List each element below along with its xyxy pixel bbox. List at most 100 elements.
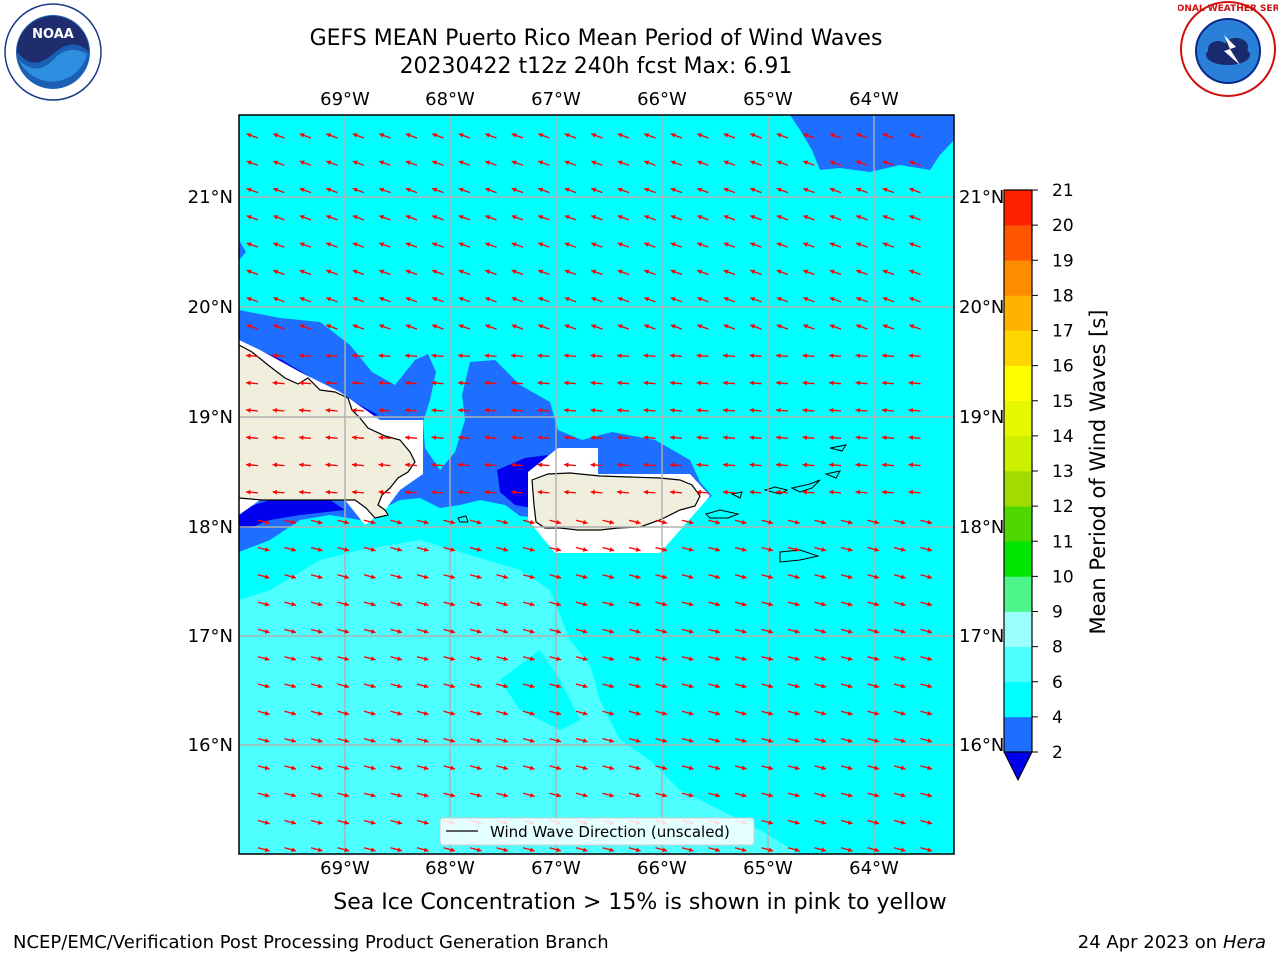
wave-arrow (881, 353, 895, 359)
wave-arrow (787, 574, 800, 580)
colorbar-segment (1004, 435, 1032, 472)
wave-arrow (326, 296, 338, 303)
wave-arrow (617, 269, 630, 276)
wave-arrow (669, 407, 683, 413)
wave-arrow (416, 847, 429, 853)
wave-arrow (829, 269, 842, 276)
wave-arrow (469, 683, 482, 689)
wave-arrow (828, 489, 842, 495)
wave-arrow (828, 407, 842, 413)
wave-arrow (787, 601, 800, 607)
colorbar-tick-label: 4 (1052, 708, 1063, 728)
wave-arrow (644, 269, 656, 276)
wave-arrow (591, 324, 603, 330)
wave-arrow (617, 187, 630, 194)
wave-arrow (723, 324, 736, 330)
wave-arrow (908, 462, 921, 468)
wave-arrow (511, 269, 524, 276)
wave-arrow (591, 133, 603, 139)
wave-arrow (416, 765, 429, 771)
footer-branch: NCEP/EMC/Verification Post Processing Pr… (13, 932, 609, 953)
lon-label-top: 69°W (320, 89, 370, 110)
colorbar-segment (1004, 400, 1032, 437)
wave-arrow (670, 215, 683, 221)
wave-arrow (893, 628, 906, 634)
wave-arrow (537, 380, 550, 386)
wave-arrow (920, 765, 933, 771)
wave-arrow (893, 737, 906, 743)
wave-arrow (273, 269, 285, 276)
wave-arrow (443, 847, 456, 853)
wave-arrow (485, 187, 497, 194)
wave-arrow (708, 683, 721, 689)
wave-arrow (246, 215, 259, 221)
wave-arrow (257, 819, 270, 825)
wave-arrow (761, 737, 774, 743)
wave-arrow (856, 296, 868, 303)
wave-arrow (484, 462, 497, 468)
wave-arrow (681, 628, 694, 634)
wave-arrow (246, 296, 259, 303)
colorbar-tick-label: 13 (1052, 462, 1074, 482)
colorbar-tick-label: 15 (1052, 392, 1074, 412)
wave-arrow (681, 574, 694, 580)
wave-arrow (432, 187, 444, 194)
wave-arrow (617, 160, 630, 166)
wave-arrow (563, 489, 577, 495)
wave-arrow (432, 160, 444, 166)
wave-arrow (628, 765, 641, 771)
wave-arrow (363, 546, 376, 552)
wave-arrow (750, 133, 762, 139)
wave-arrow (485, 133, 497, 139)
wave-arrow (257, 683, 270, 689)
wave-arrow (856, 324, 868, 330)
wave-arrow (787, 765, 800, 771)
wave-arrow (723, 133, 736, 139)
wave-arrow (272, 407, 285, 413)
wave-arrow (390, 847, 403, 853)
wave-arrow (405, 242, 418, 248)
wave-arrow (404, 407, 418, 413)
wave-arrow (549, 765, 562, 771)
wave-arrow (814, 819, 827, 825)
wave-arrow (776, 324, 789, 330)
lat-label-right: 19°N (959, 407, 1004, 428)
wave-arrow (416, 819, 429, 825)
wave-arrow (496, 683, 509, 689)
wave-arrow (390, 546, 403, 552)
wave-arrow (245, 435, 259, 441)
wave-arrow (829, 296, 842, 303)
wave-arrow (245, 407, 259, 413)
wave-arrow (750, 187, 762, 194)
lon-labels-top: 69°W 68°W 67°W 66°W 65°W 64°W (320, 89, 899, 110)
wave-arrow (655, 765, 668, 771)
wave-arrow (787, 710, 800, 716)
wave-arrow (257, 601, 270, 607)
wave-arrow (840, 765, 853, 771)
wave-arrow (363, 819, 376, 825)
wave-arrow (814, 737, 827, 743)
map-legend: Wind Wave Direction (unscaled) (439, 817, 755, 846)
wave-arrow (510, 380, 524, 386)
wave-arrow (828, 462, 842, 468)
wave-arrow (326, 324, 338, 330)
wave-arrow (379, 187, 391, 194)
wave-arrow (284, 546, 297, 552)
wave-arrow (814, 628, 827, 634)
wave-arrow (908, 489, 921, 495)
wave-arrow (750, 215, 762, 221)
wave-arrow (405, 160, 418, 166)
wave-arrow (458, 187, 471, 194)
wave-arrow (643, 407, 656, 413)
wave-arrow (814, 765, 827, 771)
wave-arrow (761, 847, 774, 853)
wave-arrow (496, 519, 509, 525)
wave-arrow (655, 710, 668, 716)
ne-darker-zone (790, 115, 954, 172)
wave-arrow (443, 683, 456, 689)
wave-arrow (776, 269, 789, 276)
wave-arrow (590, 462, 603, 468)
wave-arrow (443, 710, 456, 716)
wave-arrow (734, 683, 747, 689)
wave-arrow (723, 242, 736, 248)
